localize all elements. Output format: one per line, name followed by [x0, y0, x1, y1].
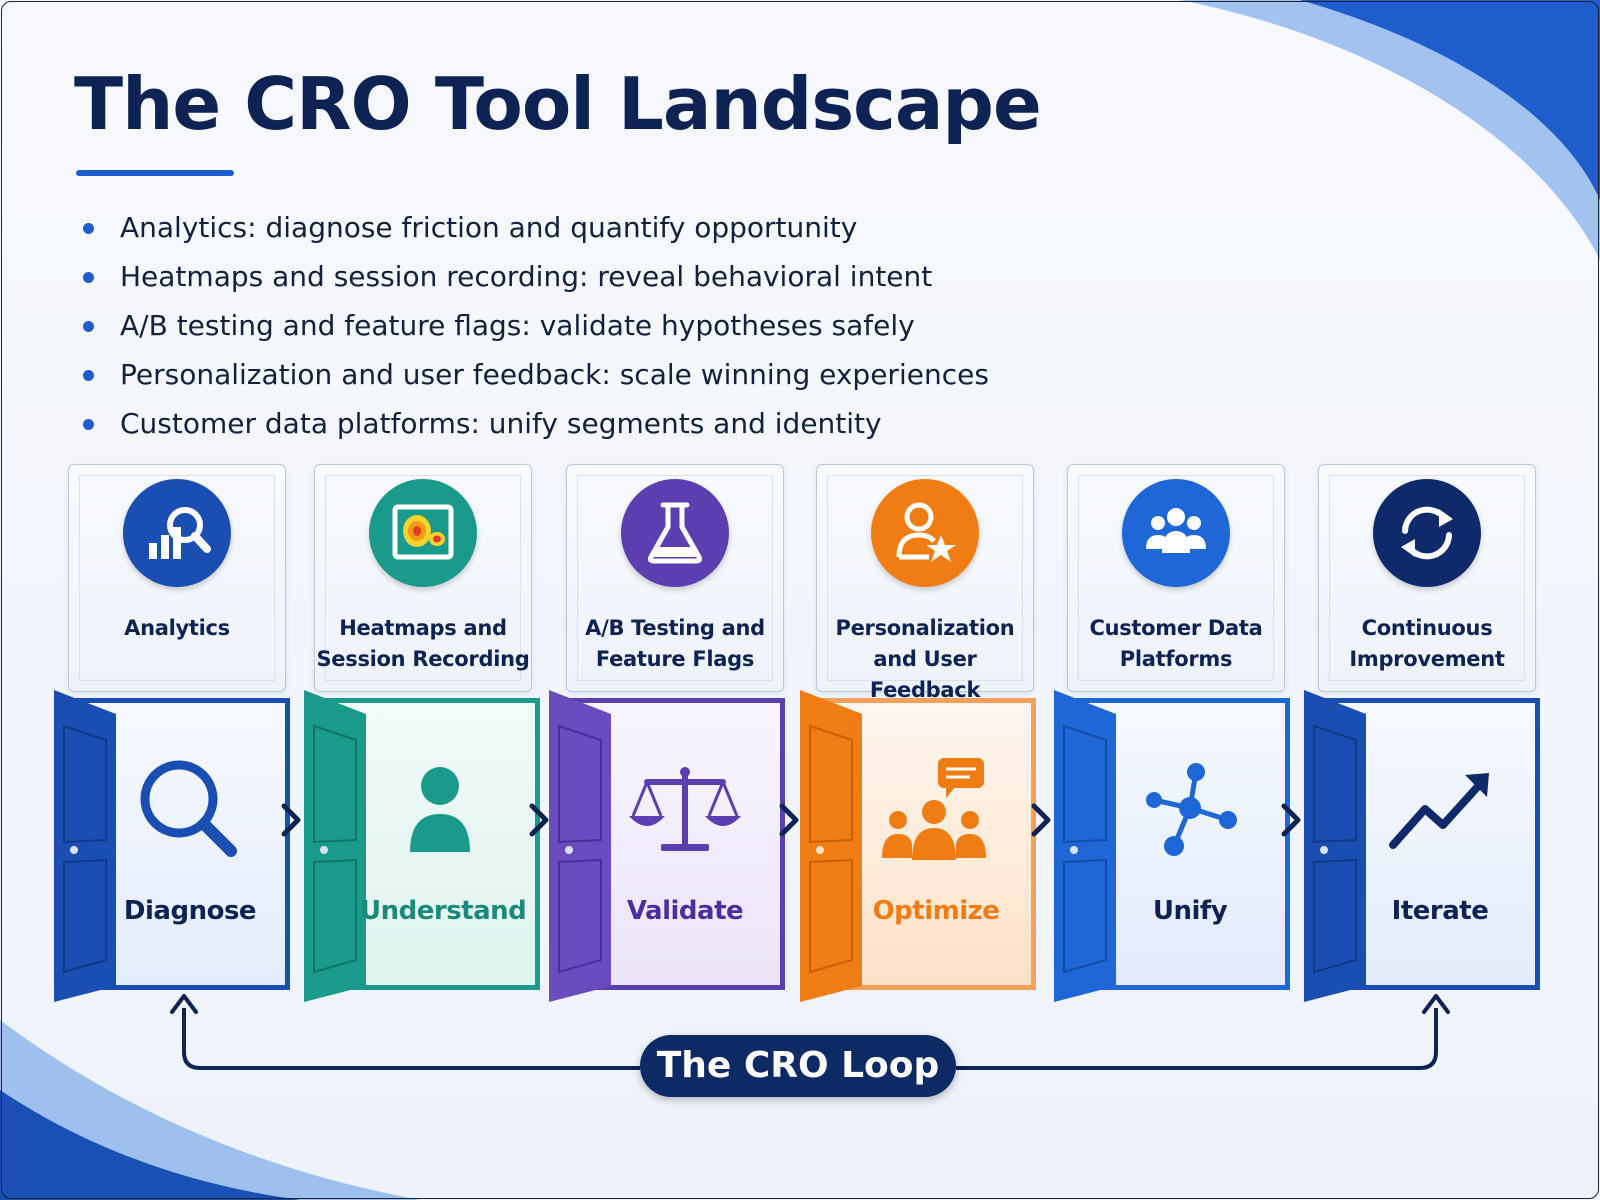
stage-action-label: Unify — [1152, 896, 1228, 926]
chevron-right-icon — [529, 803, 549, 837]
heatmap-icon — [369, 479, 477, 587]
stage-action-label: Diagnose — [123, 896, 257, 926]
refresh-cycle-icon — [1373, 479, 1481, 587]
tool-label-line1: Customer Data — [1089, 616, 1263, 640]
tool-label-line1: Personalization — [835, 616, 1015, 640]
door-understand: Understand — [304, 690, 546, 1002]
tool-label: Continuous Improvement — [1319, 613, 1535, 675]
card-inner-border — [325, 475, 521, 681]
bullet-dot — [83, 272, 94, 283]
tool-label-line2: Platforms — [1119, 647, 1233, 671]
card-inner-border — [827, 475, 1023, 681]
person-icon — [360, 750, 520, 870]
bullet-text: A/B testing and feature flags: validate … — [120, 309, 915, 342]
tool-card-personalization: Personalization and User Feedback — [816, 464, 1034, 702]
stage-action-label: Understand — [360, 896, 527, 926]
tool-card-continuous: Continuous Improvement — [1318, 464, 1536, 692]
door-unify: Unify — [1054, 690, 1296, 1002]
bullet-text: Analytics: diagnose friction and quantif… — [120, 211, 858, 244]
bullet-item: Customer data platforms: unify segments … — [80, 400, 989, 449]
tool-label: A/B Testing and Feature Flags — [567, 613, 783, 675]
tool-label-line1: Analytics — [124, 616, 230, 640]
analytics-magnifier-icon — [123, 479, 231, 587]
bullet-text: Personalization and user feedback: scale… — [120, 358, 989, 391]
bullet-text: Heatmaps and session recording: reveal b… — [120, 260, 933, 293]
door-iterate: Iterate — [1304, 690, 1546, 1002]
tool-label-line1: Heatmaps and — [339, 616, 507, 640]
tool-label-line1: Continuous — [1361, 616, 1493, 640]
page-title: The CRO Tool Landscape — [74, 62, 1042, 146]
stage-action-label: Optimize — [872, 896, 1000, 926]
chevron-right-icon — [1031, 803, 1051, 837]
bullet-item: Analytics: diagnose friction and quantif… — [80, 204, 989, 253]
door-leaf — [800, 690, 862, 1002]
tool-label: Heatmaps and Session Recording — [315, 613, 531, 675]
tool-label-line1: A/B Testing and — [585, 616, 765, 640]
tool-label-line2: and User Feedback — [869, 647, 981, 702]
bullet-list: Analytics: diagnose friction and quantif… — [80, 204, 989, 449]
door-leaf — [304, 690, 366, 1002]
people-group-icon — [1122, 479, 1230, 587]
card-inner-border — [577, 475, 773, 681]
door-validate: Validate — [549, 690, 791, 1002]
card-inner-border — [79, 475, 275, 681]
tool-card-ab-testing: A/B Testing and Feature Flags — [566, 464, 784, 692]
bullet-dot — [83, 370, 94, 381]
door-diagnose: Diagnose — [54, 690, 296, 1002]
door-leaf — [1304, 690, 1366, 1002]
group-chat-icon — [856, 750, 1016, 870]
bullet-item: Heatmaps and session recording: reveal b… — [80, 253, 989, 302]
bullet-dot — [83, 223, 94, 234]
tool-label: Personalization and User Feedback — [817, 613, 1033, 706]
chevron-right-icon — [1281, 803, 1301, 837]
door-leaf — [1054, 690, 1116, 1002]
tool-label-line2: Session Recording — [316, 647, 530, 671]
stage-action-label: Validate — [626, 896, 744, 926]
network-nodes-icon — [1110, 750, 1270, 870]
tool-card-heatmaps: Heatmaps and Session Recording — [314, 464, 532, 692]
door-leaf — [549, 690, 611, 1002]
door-leaf — [54, 690, 116, 1002]
tool-label-line2: Improvement — [1349, 647, 1505, 671]
loop-label: The CRO Loop — [640, 1035, 956, 1097]
tool-label-line2: Feature Flags — [595, 647, 755, 671]
bullet-dot — [83, 419, 94, 430]
scales-icon — [605, 750, 765, 870]
flask-icon — [621, 479, 729, 587]
title-underline — [76, 170, 234, 176]
tool-label: Customer Data Platforms — [1068, 613, 1284, 675]
tool-card-analytics: Analytics — [68, 464, 286, 692]
tool-card-customer-data: Customer Data Platforms — [1067, 464, 1285, 692]
bullet-item: Personalization and user feedback: scale… — [80, 351, 989, 400]
stage-action-label: Iterate — [1391, 896, 1489, 926]
magnifier-icon — [110, 750, 270, 870]
door-optimize: Optimize — [800, 690, 1042, 1002]
bullet-dot — [83, 321, 94, 332]
person-star-icon — [871, 479, 979, 587]
tool-label: Analytics — [69, 613, 285, 644]
card-inner-border — [1078, 475, 1274, 681]
chevron-right-icon — [779, 803, 799, 837]
card-inner-border — [1329, 475, 1525, 681]
trend-up-icon — [1360, 750, 1520, 870]
bullet-item: A/B testing and feature flags: validate … — [80, 302, 989, 351]
chevron-right-icon — [281, 803, 301, 837]
bullet-text: Customer data platforms: unify segments … — [120, 407, 882, 440]
